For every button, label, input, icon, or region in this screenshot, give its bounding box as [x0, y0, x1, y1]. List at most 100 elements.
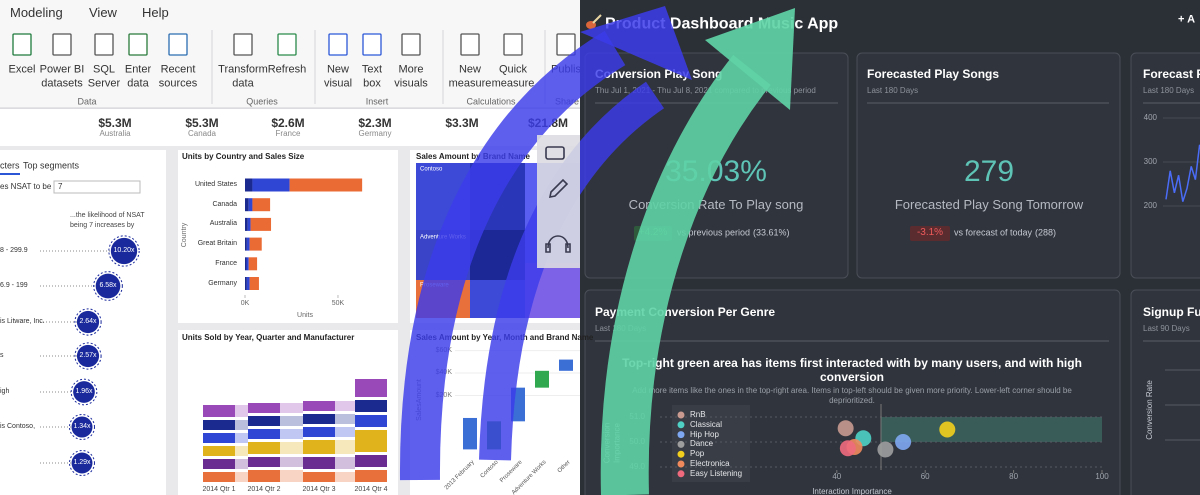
bar-segment [289, 178, 363, 192]
ribbon-band [280, 470, 303, 482]
ribbon-segment [203, 405, 235, 417]
chart-title: Units Sold by Year, Quarter and Manufact… [182, 333, 355, 343]
ribbon-segment [248, 457, 280, 467]
ribbon-icon [168, 33, 188, 56]
ribbon-button-label[interactable]: Enter [124, 63, 152, 76]
bar-segment [246, 277, 250, 290]
ribbon-button-label[interactable]: data [232, 77, 254, 90]
ribbon-icon [233, 33, 253, 56]
bar-segment [249, 277, 259, 290]
ribbon-button-label[interactable]: Text [361, 63, 383, 76]
ribbon-button-label[interactable]: Refresh [267, 63, 307, 76]
ribbon-icon [94, 33, 114, 56]
bar-segment [245, 178, 253, 192]
ribbon-button-label[interactable]: Publis [551, 63, 581, 76]
caption: ...the likelihood of NSAT [70, 211, 145, 219]
ribbon-band [335, 472, 355, 482]
tab[interactable]: Top segments [23, 160, 80, 171]
card-delta: +4.2% [638, 227, 668, 238]
ribbon-button-label[interactable]: measure [448, 77, 492, 90]
axis-title: SalesAmount [415, 379, 423, 421]
bar-segment [246, 257, 249, 271]
x-tick-label: 60 [920, 472, 930, 482]
ribbon-segment [355, 379, 387, 397]
ribbon-button-label[interactable]: sources [158, 77, 198, 90]
ribbon-segment [248, 403, 280, 413]
genre-point [877, 441, 894, 458]
dropdown-value[interactable]: 7 [58, 182, 63, 192]
kpi-value: $3.3M [445, 115, 479, 130]
ribbon-button-label[interactable]: SQL [92, 63, 116, 76]
ribbon-group-label: Share [554, 96, 580, 107]
ribbon-segment [248, 416, 280, 426]
y-tick-label: Canada [212, 200, 237, 208]
bar-segment [248, 198, 253, 212]
bar-segment [245, 217, 248, 231]
kpi-label: Canada [187, 129, 217, 139]
x-tick-label: 2014 Qtr 3 [302, 485, 336, 493]
ribbon-button-label[interactable]: New [326, 63, 350, 76]
genre-point [939, 421, 956, 438]
axis-title: Country [180, 222, 188, 248]
ribbon-band [235, 472, 248, 482]
ribbon-band [280, 457, 303, 467]
legend-label: Easy Listening [690, 469, 743, 478]
ribbon-segment [355, 470, 387, 482]
ribbon-button-label[interactable]: New [458, 63, 482, 76]
ribbon-button-label[interactable]: More [398, 63, 424, 76]
influence-value: 1.34x [73, 422, 91, 430]
influence-bubble [76, 344, 100, 368]
kpi-value: $2.6M [271, 115, 305, 130]
dropdown[interactable] [53, 180, 141, 194]
menu-item[interactable]: Modeling [10, 5, 63, 21]
ribbon-button-label[interactable]: visual [323, 77, 353, 90]
x-tick-label: 100 [1095, 472, 1109, 482]
axis-title: Units [297, 311, 313, 319]
ribbon-band [235, 420, 248, 430]
chart-title: Sales Amount by Brand Name [416, 152, 530, 162]
chart-title: Units by Country and Sales Size [182, 152, 305, 162]
ribbon-segment [203, 459, 235, 469]
kpi-label: Germany [358, 129, 392, 139]
tab[interactable]: cters [0, 160, 20, 171]
ribbon-group-label: Queries [246, 96, 278, 107]
card-title: Forecasted Play Songs [867, 66, 1000, 81]
influence-label: igh [0, 387, 10, 395]
card-title: Payment Conversion Per Genre [595, 304, 776, 319]
ribbon-icon [128, 33, 148, 56]
ribbon-band [280, 416, 303, 426]
bar-segment [249, 237, 262, 251]
menu-item[interactable]: Help [142, 5, 169, 21]
card-reference: (33.61%) [753, 227, 790, 238]
y-tick-label: 50.0 [629, 437, 645, 447]
ribbon-button-label[interactable]: Server [87, 77, 121, 90]
ribbon-button-label[interactable]: visuals [394, 77, 428, 90]
influence-bubble [71, 416, 93, 438]
influence-value: 10.20x [113, 246, 135, 254]
ribbon-button-label[interactable]: Power BI [39, 63, 85, 76]
ribbon-segment [355, 415, 387, 427]
bar-segment [252, 198, 271, 212]
ribbon-button-label[interactable]: Recent [160, 63, 196, 76]
ribbon-button-label[interactable]: Transform [218, 63, 268, 76]
menu-item[interactable]: View [89, 5, 117, 21]
ribbon-segment [303, 440, 335, 454]
ribbon-button-label[interactable]: datasets [41, 77, 83, 90]
ribbon-group-label: Insert [365, 96, 389, 107]
influence-bubble [76, 310, 100, 334]
ribbon-button-label[interactable]: Quick [498, 63, 528, 76]
ribbon-button-label[interactable]: box [363, 77, 381, 90]
ribbon-segment [203, 446, 235, 456]
ribbon-button-label[interactable]: measure [491, 77, 535, 90]
ribbon-band [235, 405, 248, 417]
ribbon-icon [12, 33, 32, 56]
add-button[interactable]: + A [1178, 13, 1196, 26]
ribbon-button-label[interactable]: data [127, 77, 149, 90]
ribbon-icon [362, 33, 382, 56]
influence-ring [93, 271, 123, 301]
ribbon-button-label[interactable]: Excel [8, 63, 36, 76]
ribbon-segment [248, 442, 280, 454]
ribbon-group-label: Data [77, 96, 97, 107]
legend-label: Hip Hop [690, 429, 719, 439]
